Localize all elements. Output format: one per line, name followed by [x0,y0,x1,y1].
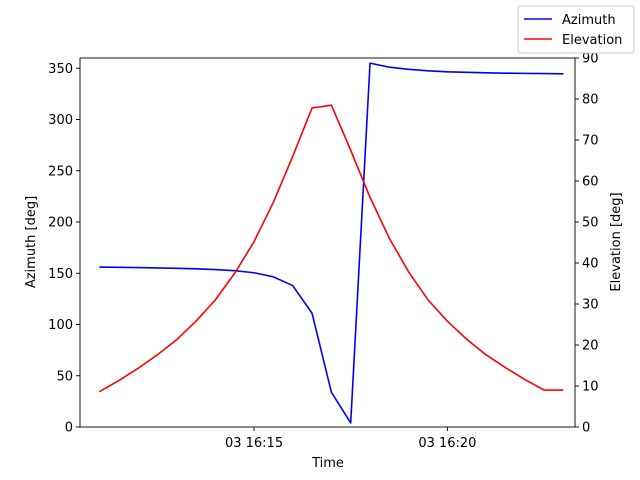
x-tick-label: 03 16:20 [418,436,476,451]
y-right-tick-label: 90 [582,52,599,67]
y-axis-left-label: Azimuth [deg] [24,196,39,288]
y-right-tick-label: 10 [582,380,599,395]
y-left-tick-label: 200 [48,216,73,231]
legend: Azimuth Elevation [517,5,635,54]
y-left-tick-label: 250 [48,164,73,179]
x-tick-label: 03 16:15 [225,436,283,451]
legend-box [517,5,635,54]
y-right-tick-label: 50 [582,216,599,231]
y-right-tick-label: 0 [582,421,590,436]
y-left-tick-label: 350 [48,62,73,77]
y-right-tick-label: 40 [582,257,599,272]
legend-label-azimuth: Azimuth [562,13,616,28]
plot-frame [79,57,576,428]
y-right-tick-label: 20 [582,339,599,354]
y-right-tick-label: 60 [582,175,599,190]
y-left-tick-label: 100 [48,318,73,333]
y-left-tick-label: 300 [48,113,73,128]
series-line-azimuth [99,62,564,424]
y-left-tick-label: 150 [48,267,73,282]
legend-label-elevation: Elevation [562,33,622,48]
y-left-tick-label: 50 [56,369,73,384]
y-axis-right-label: Elevation [deg] [609,192,624,291]
y-right-tick-label: 30 [582,298,599,313]
y-right-tick-label: 70 [582,134,599,149]
series-line-elevation [98,104,564,393]
plot-area [98,62,564,424]
y-right-tick-label: 80 [582,93,599,108]
y-left-tick-label: 0 [65,421,73,436]
axes: 0 50 100 150 200 250 300 350 0 10 20 30 40 50 60 70 80 90… [48,52,598,452]
x-axis-label: Time [311,456,344,471]
